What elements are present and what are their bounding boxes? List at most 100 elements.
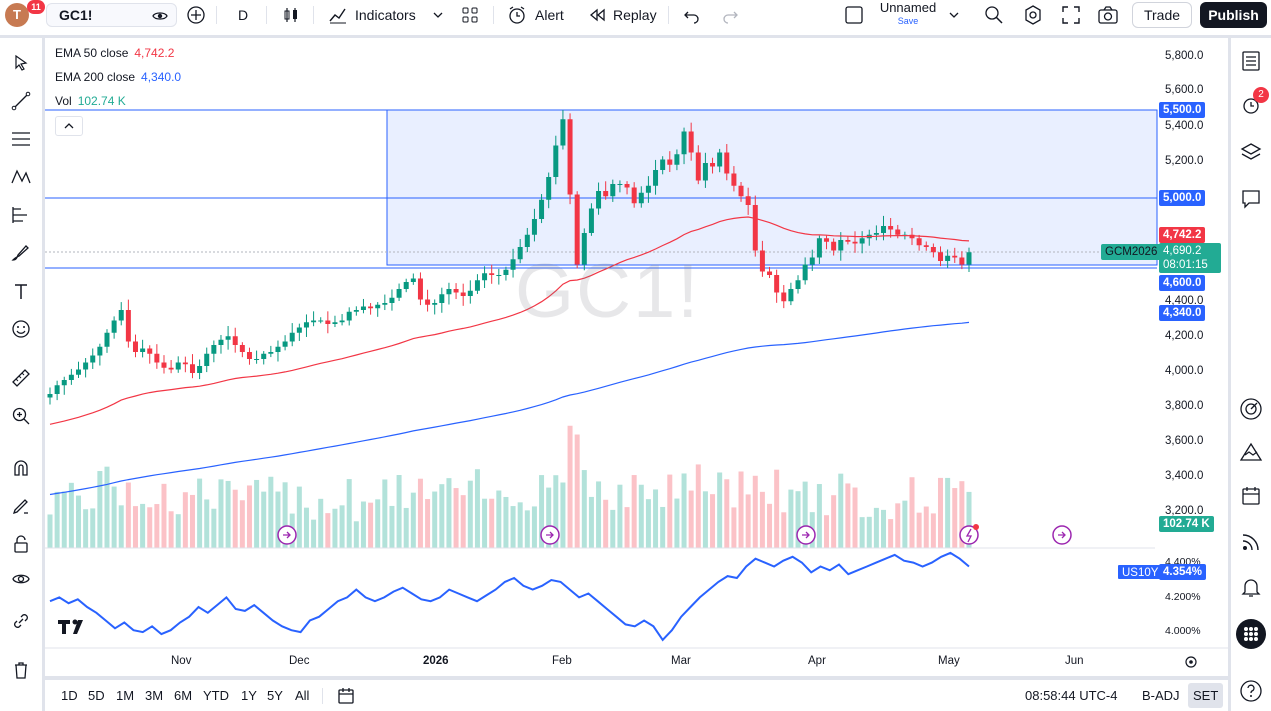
candle-body (710, 163, 716, 167)
fib-retracement-icon[interactable] (6, 124, 36, 154)
indicators-button[interactable]: Indicators (355, 7, 416, 23)
symbol-search[interactable]: GC1! (46, 3, 177, 27)
chevron-down-icon[interactable] (432, 10, 444, 20)
zoom-in-icon[interactable] (6, 401, 36, 431)
stay-in-drawing-mode-icon[interactable] (6, 491, 36, 521)
lock-icon[interactable] (6, 529, 36, 559)
add-symbol-icon[interactable] (186, 5, 206, 25)
candle-body (738, 185, 744, 197)
level-4600-tag[interactable]: 4,600.0 (1159, 275, 1206, 291)
volume-bar (745, 494, 751, 548)
chat-icon[interactable] (1236, 184, 1266, 214)
indicators-icon[interactable] (328, 5, 348, 25)
tradingview-logo-icon[interactable] (58, 619, 83, 635)
layout-square-icon[interactable] (844, 5, 864, 25)
range-5d[interactable]: 5D (88, 688, 105, 703)
volume-legend[interactable]: Vol 102.74 K (55, 94, 126, 108)
help-icon[interactable] (1236, 676, 1266, 706)
level-5000-tag[interactable]: 5,000.0 (1159, 190, 1206, 206)
notifications-bell-icon[interactable] (1236, 572, 1266, 602)
candle-body (645, 185, 651, 193)
event-marker-icon[interactable] (540, 525, 560, 545)
redo-icon[interactable] (720, 5, 740, 25)
layout-chevron-icon[interactable] (948, 10, 960, 20)
alert-button[interactable]: Alert (535, 7, 564, 23)
range-6m[interactable]: 6M (174, 688, 193, 703)
volume-bar (353, 521, 359, 548)
session-toggle[interactable]: SET (1188, 683, 1224, 708)
eye-icon[interactable] (151, 7, 169, 25)
magnet-icon[interactable] (6, 453, 36, 483)
trend-line-icon[interactable] (6, 86, 36, 116)
main-chart-canvas[interactable] (45, 38, 1228, 676)
price-range-rectangle[interactable] (386, 109, 1158, 266)
quick-search-icon[interactable] (983, 4, 1005, 26)
camera-snapshot-icon[interactable] (1097, 4, 1119, 26)
cursor-icon[interactable] (6, 48, 36, 78)
chart-pane[interactable]: GC1! EMA 50 close 4,742.2 EMA 200 close 4,… (45, 38, 1228, 676)
layout-save-hint[interactable]: Save (897, 16, 919, 26)
go-to-date-icon[interactable] (336, 686, 356, 706)
forecast-icon[interactable] (6, 200, 36, 230)
us10y-tick: 4.200% (1165, 591, 1201, 603)
ruler-icon[interactable] (6, 363, 36, 393)
calendar-icon[interactable] (1236, 481, 1266, 511)
us10y-symbol-label[interactable]: US10Y (1117, 564, 1164, 580)
settings-gear-icon[interactable] (1022, 4, 1044, 26)
range-all[interactable]: All (295, 688, 310, 703)
fullscreen-icon[interactable] (1060, 4, 1082, 26)
hide-drawings-icon[interactable] (6, 564, 36, 594)
ideas-icon[interactable] (1236, 437, 1266, 467)
volume-bar (845, 483, 851, 548)
replay-button[interactable]: Replay (613, 7, 657, 23)
pattern-icon[interactable] (6, 162, 36, 192)
event-marker-icon[interactable] (1052, 525, 1072, 545)
trash-icon[interactable] (6, 655, 36, 685)
range-ytd[interactable]: YTD (203, 688, 229, 703)
undo-icon[interactable] (682, 5, 702, 25)
range-5y[interactable]: 5Y (267, 688, 283, 703)
layouts-grid-icon[interactable] (460, 5, 480, 25)
volume-bar (453, 488, 459, 548)
volume-bar (132, 506, 138, 548)
time-label: Jun (1065, 655, 1084, 667)
time-axis-settings-icon[interactable] (1185, 656, 1197, 668)
event-marker-icon[interactable] (796, 525, 816, 545)
ema200-legend[interactable]: EMA 200 close 4,340.0 (55, 70, 181, 84)
candle-body (282, 341, 288, 347)
replay-icon[interactable] (587, 5, 607, 25)
watchlist-icon[interactable] (1236, 46, 1266, 76)
volume-bar (311, 519, 317, 548)
user-avatar[interactable]: T 11 (5, 0, 45, 27)
lightning-event-icon[interactable] (959, 524, 979, 545)
layers-icon[interactable] (1236, 137, 1266, 167)
range-1y[interactable]: 1Y (241, 688, 257, 703)
range-1d[interactable]: 1D (61, 688, 78, 703)
alarm-clock-icon[interactable] (506, 4, 528, 26)
event-marker-icon[interactable] (277, 525, 297, 545)
interval-selector[interactable]: D (238, 7, 249, 23)
target-icon[interactable] (1236, 394, 1266, 424)
range-1m[interactable]: 1M (116, 688, 135, 703)
publish-button[interactable]: Publish (1200, 2, 1267, 28)
emoji-icon[interactable] (6, 314, 36, 344)
ema50-legend[interactable]: EMA 50 close 4,742.2 (55, 46, 174, 60)
link-icon[interactable] (6, 606, 36, 636)
volume-bar (724, 479, 730, 548)
collapse-legend-button[interactable] (55, 116, 83, 136)
volume-bar (517, 502, 523, 548)
candle-body (596, 191, 602, 209)
layout-name[interactable]: Unnamed (879, 0, 937, 15)
candles-chart-type-icon[interactable] (281, 5, 301, 25)
trade-button[interactable]: Trade (1132, 2, 1192, 28)
brush-icon[interactable] (6, 238, 36, 268)
clock-timezone[interactable]: 08:58:44 UTC-4 (1025, 688, 1118, 703)
alerts-clock-icon[interactable]: 2 (1236, 87, 1269, 120)
volume-bar (945, 477, 951, 548)
back-adjust-toggle[interactable]: B-ADJ (1142, 688, 1180, 703)
products-menu-icon[interactable] (1236, 619, 1266, 649)
range-3m[interactable]: 3M (145, 688, 164, 703)
broadcast-icon[interactable] (1236, 527, 1266, 557)
text-tool-icon[interactable] (6, 276, 36, 306)
level-5500-tag[interactable]: 5,500.0 (1159, 102, 1206, 118)
